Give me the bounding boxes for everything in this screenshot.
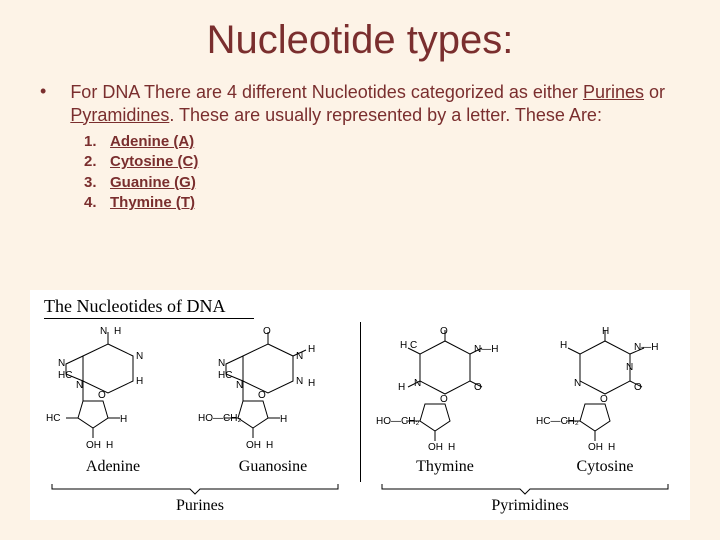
svg-text:N: N bbox=[626, 362, 633, 373]
diagram-heading: The Nucleotides of DNA bbox=[44, 296, 225, 317]
svg-text:N: N bbox=[76, 380, 83, 391]
svg-text:OH: OH bbox=[428, 442, 443, 453]
svg-text:N: N bbox=[58, 358, 65, 369]
svg-text:H: H bbox=[106, 440, 113, 451]
brace-pyrimidines bbox=[380, 482, 670, 496]
svg-text:N: N bbox=[136, 351, 143, 362]
svg-text:H: H bbox=[398, 382, 405, 393]
list-num: 4. bbox=[84, 193, 110, 213]
intro-part1: For DNA There are 4 different Nucleotide… bbox=[70, 82, 578, 102]
svg-text:N: N bbox=[296, 351, 303, 362]
intro-part2: . These are usually represented by a let… bbox=[169, 105, 602, 125]
svg-text:O: O bbox=[263, 326, 271, 337]
list-item: 3. Guanine (G) bbox=[84, 173, 690, 193]
group-label-purines: Purines bbox=[140, 497, 260, 515]
molecule-guanosine: O N H N H N HC N HO—CH₂ O H OH H bbox=[198, 326, 348, 456]
svg-text:H: H bbox=[308, 344, 315, 355]
svg-text:OH: OH bbox=[588, 442, 603, 453]
svg-text:O: O bbox=[258, 390, 266, 401]
group-label-pyrimidines: Pyrimidines bbox=[470, 497, 590, 515]
svg-text:H: H bbox=[602, 326, 609, 337]
molecule-label: Guanosine bbox=[198, 458, 348, 476]
svg-text:C: C bbox=[410, 340, 417, 351]
svg-text:H: H bbox=[400, 340, 407, 351]
intro-or: or bbox=[644, 82, 665, 102]
diagram-heading-underline bbox=[44, 318, 254, 319]
diagram-divider bbox=[360, 322, 361, 482]
intro-bullet: • For DNA There are 4 different Nucleoti… bbox=[40, 81, 690, 126]
svg-text:HO—CH₂: HO—CH₂ bbox=[198, 413, 241, 424]
brace-purines bbox=[50, 482, 340, 496]
svg-text:HC—CH₂: HC—CH₂ bbox=[536, 416, 579, 427]
intro-text: For DNA There are 4 different Nucleotide… bbox=[70, 81, 690, 126]
molecule-label: Thymine bbox=[370, 458, 520, 476]
molecule-cytosine: H H N—H N O N HC—CH₂ O OH H bbox=[530, 326, 680, 456]
svg-text:H: H bbox=[280, 414, 287, 425]
svg-text:HC: HC bbox=[58, 370, 72, 381]
svg-text:O: O bbox=[98, 390, 106, 401]
nucleotide-list: 1. Adenine (A) 2. Cytosine (C) 3. Guanin… bbox=[84, 132, 690, 213]
svg-text:N: N bbox=[218, 358, 225, 369]
list-label: Thymine (T) bbox=[110, 193, 195, 213]
intro-purines: Purines bbox=[583, 82, 644, 102]
list-item: 4. Thymine (T) bbox=[84, 193, 690, 213]
svg-text:O: O bbox=[474, 382, 482, 393]
list-label: Adenine (A) bbox=[110, 132, 194, 152]
molecule-label: Cytosine bbox=[530, 458, 680, 476]
slide-title: Nucleotide types: bbox=[30, 18, 690, 63]
svg-text:N: N bbox=[236, 380, 243, 391]
list-num: 3. bbox=[84, 173, 110, 193]
svg-text:H: H bbox=[560, 340, 567, 351]
svg-text:H: H bbox=[308, 378, 315, 389]
svg-text:O: O bbox=[600, 394, 608, 405]
list-label: Guanine (G) bbox=[110, 173, 196, 193]
list-num: 2. bbox=[84, 152, 110, 172]
svg-text:N: N bbox=[414, 378, 421, 389]
intro-pyramidines: Pyramidines bbox=[70, 105, 169, 125]
svg-text:H: H bbox=[120, 414, 127, 425]
list-item: 1. Adenine (A) bbox=[84, 132, 690, 152]
svg-text:N: N bbox=[100, 326, 107, 337]
svg-text:H: H bbox=[136, 376, 143, 387]
diagram-area: The Nucleotides of DNA N bbox=[30, 290, 690, 520]
svg-text:O: O bbox=[440, 326, 448, 337]
svg-text:H: H bbox=[448, 442, 455, 453]
svg-text:N—H: N—H bbox=[634, 342, 658, 353]
molecule-adenine: N H N H N HC N HC O H OH H bbox=[38, 326, 188, 456]
list-item: 2. Cytosine (C) bbox=[84, 152, 690, 172]
svg-text:O: O bbox=[634, 382, 642, 393]
molecule-label: Adenine bbox=[38, 458, 188, 476]
svg-text:OH: OH bbox=[86, 440, 101, 451]
svg-text:N: N bbox=[296, 376, 303, 387]
svg-text:HO—CH₂: HO—CH₂ bbox=[376, 416, 419, 427]
svg-text:OH: OH bbox=[246, 440, 261, 451]
bullet-dot: • bbox=[40, 81, 46, 103]
svg-text:N: N bbox=[574, 378, 581, 389]
svg-text:HC: HC bbox=[218, 370, 232, 381]
svg-text:O: O bbox=[440, 394, 448, 405]
list-label: Cytosine (C) bbox=[110, 152, 198, 172]
svg-text:H: H bbox=[608, 442, 615, 453]
svg-text:N—H: N—H bbox=[474, 344, 498, 355]
list-num: 1. bbox=[84, 132, 110, 152]
molecule-thymine: O H C H N—H O N HO—CH₂ O OH H bbox=[370, 326, 520, 456]
svg-text:H: H bbox=[114, 326, 121, 337]
svg-text:HC: HC bbox=[46, 413, 60, 424]
svg-text:H: H bbox=[266, 440, 273, 451]
